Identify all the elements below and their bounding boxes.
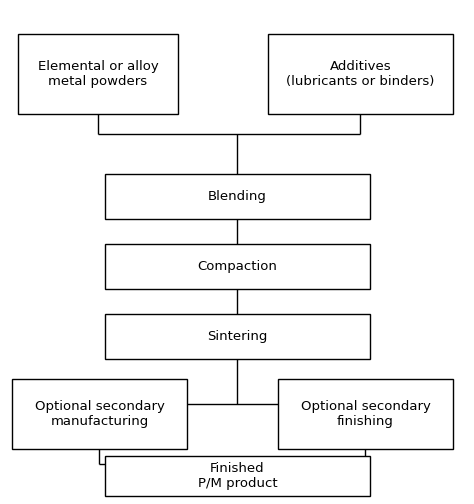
Bar	[18, 34, 178, 114]
Bar	[268, 34, 453, 114]
Bar	[12, 379, 187, 449]
Text: Optional secondary
finishing: Optional secondary finishing	[301, 400, 430, 428]
Bar	[105, 244, 370, 289]
Text: Additives
(lubricants or binders): Additives (lubricants or binders)	[286, 60, 435, 88]
Text: Sintering: Sintering	[207, 330, 268, 343]
Text: Blending: Blending	[208, 190, 267, 203]
Bar	[105, 314, 370, 359]
Text: Finished
P/M product: Finished P/M product	[198, 462, 277, 490]
Text: Optional secondary
manufacturing: Optional secondary manufacturing	[35, 400, 164, 428]
Bar	[105, 174, 370, 219]
Bar	[278, 379, 453, 449]
Text: Compaction: Compaction	[198, 260, 277, 273]
Bar	[105, 456, 370, 496]
Text: Elemental or alloy
metal powders: Elemental or alloy metal powders	[37, 60, 158, 88]
